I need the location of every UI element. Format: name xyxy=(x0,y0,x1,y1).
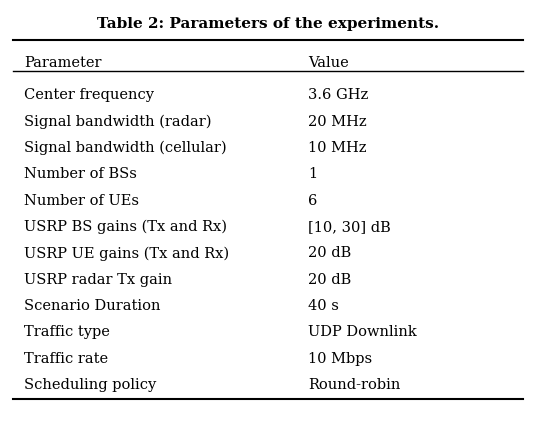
Text: [10, 30] dB: [10, 30] dB xyxy=(308,220,391,234)
Text: Table 2: Parameters of the experiments.: Table 2: Parameters of the experiments. xyxy=(97,17,439,31)
Text: 10 Mbps: 10 Mbps xyxy=(308,352,372,366)
Text: Number of BSs: Number of BSs xyxy=(24,167,137,181)
Text: Center frequency: Center frequency xyxy=(24,88,154,102)
Text: USRP BS gains (Tx and Rx): USRP BS gains (Tx and Rx) xyxy=(24,220,227,234)
Text: UDP Downlink: UDP Downlink xyxy=(308,325,416,339)
Text: Signal bandwidth (radar): Signal bandwidth (radar) xyxy=(24,114,212,129)
Text: Parameter: Parameter xyxy=(24,56,101,70)
Text: Traffic rate: Traffic rate xyxy=(24,352,108,366)
Text: Scheduling policy: Scheduling policy xyxy=(24,378,157,392)
Text: 1: 1 xyxy=(308,167,317,181)
Text: Signal bandwidth (cellular): Signal bandwidth (cellular) xyxy=(24,141,227,155)
Text: 6: 6 xyxy=(308,194,317,208)
Text: USRP radar Tx gain: USRP radar Tx gain xyxy=(24,273,172,287)
Text: 20 dB: 20 dB xyxy=(308,246,351,260)
Text: Scenario Duration: Scenario Duration xyxy=(24,299,160,313)
Text: 40 s: 40 s xyxy=(308,299,339,313)
Text: 3.6 GHz: 3.6 GHz xyxy=(308,88,368,102)
Text: 20 MHz: 20 MHz xyxy=(308,114,367,128)
Text: 20 dB: 20 dB xyxy=(308,273,351,287)
Text: Round-robin: Round-robin xyxy=(308,378,400,392)
Text: Value: Value xyxy=(308,56,348,70)
Text: Traffic type: Traffic type xyxy=(24,325,110,339)
Text: Number of UEs: Number of UEs xyxy=(24,194,139,208)
Text: 10 MHz: 10 MHz xyxy=(308,141,366,155)
Text: USRP UE gains (Tx and Rx): USRP UE gains (Tx and Rx) xyxy=(24,246,229,261)
